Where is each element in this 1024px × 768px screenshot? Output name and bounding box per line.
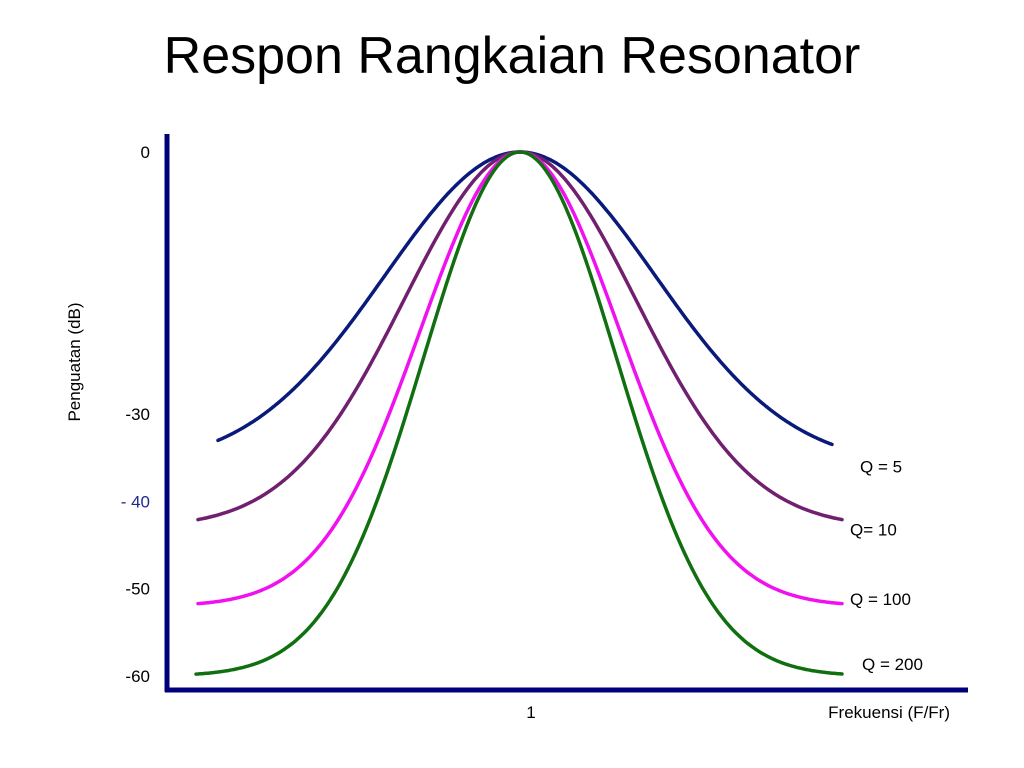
- series-label: Q= 10: [850, 521, 897, 540]
- x-axis-title: Frekuensi (F/Fr): [828, 703, 950, 722]
- series-line: [196, 150, 844, 522]
- y-tick-label: -30: [125, 405, 150, 424]
- y-tick-label: - 40: [121, 492, 150, 511]
- series-line: [196, 150, 844, 606]
- series-line: [216, 150, 834, 447]
- series-line: [194, 150, 844, 676]
- y-axis-title: Penguatan (dB): [65, 302, 84, 421]
- series-label: Q = 5: [860, 457, 902, 476]
- y-tick-label: -50: [125, 580, 150, 599]
- series-label: Q = 100: [850, 590, 911, 609]
- series-label: Q = 200: [862, 655, 923, 674]
- y-tick-label: 0: [141, 143, 150, 162]
- slide-title: Respon Rangkaian Resonator: [163, 27, 861, 85]
- y-tick-label: -60: [125, 667, 150, 686]
- x-tick-label: 1: [526, 703, 535, 722]
